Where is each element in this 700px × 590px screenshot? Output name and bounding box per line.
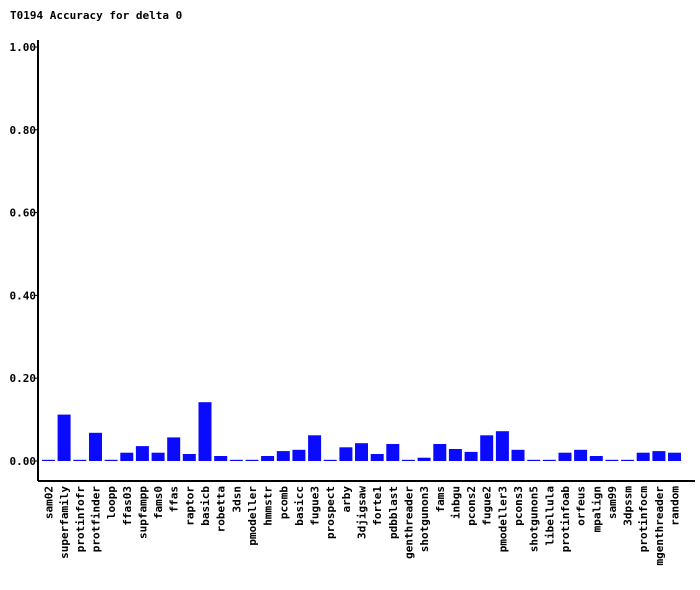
x-tick-label: forte1: [371, 486, 384, 526]
x-tick-label: genthreader: [402, 486, 415, 559]
y-tick-label: 0.00: [10, 455, 37, 468]
bar-raptor: [182, 454, 196, 461]
x-tick-label: random: [669, 486, 682, 526]
bar-3dsn: [229, 459, 243, 461]
bar-sam99: [605, 459, 619, 461]
bar-mpalign: [589, 456, 603, 461]
x-tick-label: orfeus: [575, 486, 588, 526]
x-tick-label: hmmstr: [262, 486, 275, 526]
bar-loopp: [104, 459, 118, 461]
bar-shotgunon3: [417, 457, 431, 461]
bar-basicb: [198, 402, 212, 461]
x-tick-label: inbgu: [449, 486, 462, 519]
bar-forte1: [370, 454, 384, 461]
x-tick-label: sam99: [606, 486, 619, 519]
bar-supfampp: [135, 446, 149, 461]
x-tick-label: 3dpssm: [622, 486, 635, 526]
x-tick-label: fams: [434, 486, 447, 513]
bar-shotgunon5: [527, 459, 541, 461]
bar-fugue2: [480, 435, 494, 461]
bar-genthreader: [401, 459, 415, 461]
bar-random: [668, 452, 681, 461]
bar-pcons2: [464, 451, 478, 461]
x-tick-label: fugue3: [309, 486, 322, 526]
x-tick-label: 3dsn: [230, 486, 243, 513]
bar-libellula: [542, 459, 556, 461]
bar-fams: [433, 444, 447, 461]
y-tick-label: 1.00: [10, 41, 37, 54]
x-tick-label: basicc: [293, 486, 306, 526]
x-tick-label: robetta: [215, 486, 228, 532]
bar-inbgu: [448, 449, 462, 461]
x-tick-label: sam02: [43, 486, 56, 519]
bar-superfamily: [57, 414, 71, 461]
x-tick-label: supfampp: [136, 486, 149, 539]
bar-fams0: [151, 452, 165, 461]
x-tick-label: pcomb: [277, 486, 290, 519]
x-tick-label: pcons2: [465, 486, 478, 526]
x-tick-label: shotgunon3: [418, 486, 431, 552]
bar-prospect: [323, 459, 337, 461]
x-tick-label: prospect: [324, 486, 337, 539]
x-tick-label: raptor: [183, 486, 196, 526]
y-tick-label: 0.60: [10, 207, 37, 220]
bar-protfinder: [89, 432, 102, 461]
bar-pcons3: [511, 449, 525, 461]
x-tick-label: basicb: [199, 486, 212, 526]
bar-pcomb: [276, 451, 290, 461]
x-tick-label: pdbblast: [387, 486, 400, 539]
bar-protinfoab: [558, 452, 572, 461]
x-tick-label: protinfofr: [74, 486, 87, 553]
bar-pmodeller: [245, 459, 259, 461]
bar-protinfocm: [636, 452, 650, 461]
x-tick-label: mgenthreader: [653, 486, 666, 566]
bar-hmmstr: [261, 456, 275, 461]
bar-pmodeller3: [495, 431, 509, 461]
y-tick-label: 0.20: [10, 372, 37, 385]
x-tick-label: superfamily: [58, 486, 71, 559]
y-tick-label: 0.80: [10, 124, 37, 137]
x-tick-label: fams0: [152, 486, 165, 519]
x-tick-label: protinfocm: [637, 486, 650, 553]
bar-3dpssm: [621, 459, 635, 461]
bar-arby: [339, 447, 353, 461]
bar-orfeus: [574, 449, 588, 461]
bar-ffas03: [120, 452, 134, 461]
x-axis-labels: sam02 superfamily protinfofr protfinder loop…: [43, 486, 682, 566]
chart-title: T0194 Accuracy for delta 0: [10, 9, 183, 22]
bar-pdbblast: [386, 444, 400, 461]
x-tick-label: pmodeller: [246, 486, 259, 546]
x-tick-label: ffas03: [121, 486, 134, 526]
bar-mgenthreader: [652, 451, 666, 461]
bar-basicc: [292, 449, 306, 461]
x-tick-label: shotgunon5: [528, 486, 541, 552]
y-tick-label: 0.40: [10, 289, 37, 302]
bar-ffas: [167, 437, 181, 461]
x-tick-label: loopp: [105, 486, 118, 519]
bar-protinfofr: [73, 459, 87, 461]
x-tick-label: protfinder: [90, 486, 103, 553]
x-tick-label: ffas: [168, 486, 181, 513]
bar-fugue3: [308, 435, 322, 461]
x-tick-label: mpalign: [590, 486, 603, 532]
x-tick-label: pmodeller3: [496, 486, 509, 552]
bar-sam02: [42, 459, 55, 461]
y-axis: 0.00 0.20 0.40 0.60 0.80 1.00: [10, 41, 38, 468]
x-tick-label: libellula: [543, 486, 556, 546]
x-tick-label: pcons3: [512, 486, 525, 526]
bar-3djigsaw: [355, 443, 368, 461]
x-tick-label: 3djigsaw: [356, 486, 369, 539]
x-tick-label: fugue2: [481, 486, 494, 526]
bar-robetta: [214, 456, 228, 461]
x-tick-label: protinfoab: [559, 486, 572, 553]
x-tick-label: arby: [340, 486, 353, 513]
bars: [42, 402, 681, 461]
